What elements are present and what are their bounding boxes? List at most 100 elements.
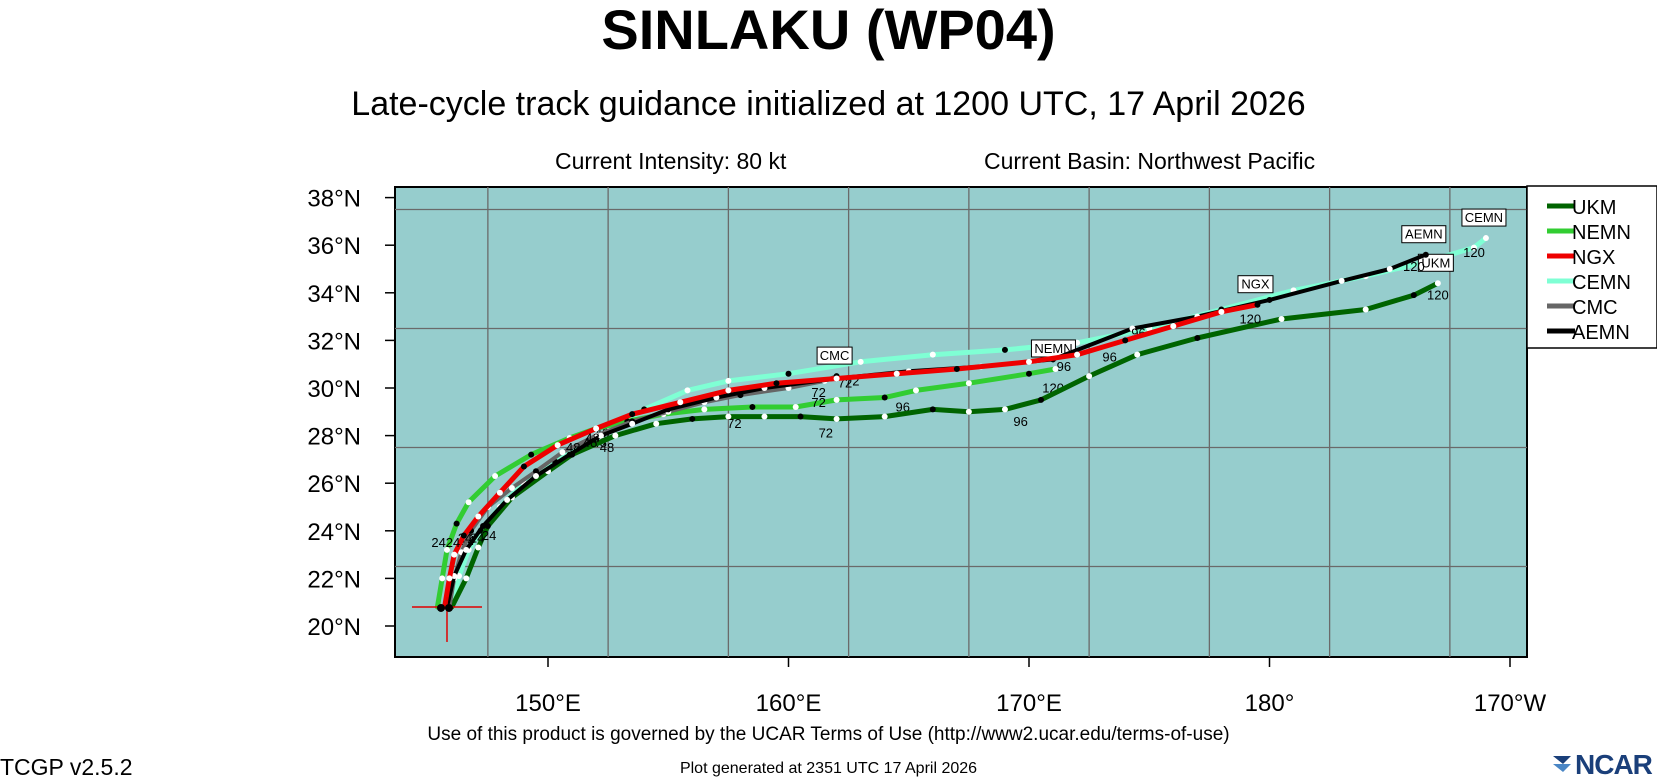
track-point (725, 387, 732, 394)
track-point (1482, 235, 1489, 242)
track-point (1386, 266, 1393, 272)
legend-box (1526, 185, 1657, 349)
lat-tick-label: 26°N (307, 471, 361, 498)
track-point (1001, 406, 1008, 413)
track-point (653, 420, 660, 427)
track-end-label-box (1401, 225, 1447, 244)
lon-tick-label: 180° (1245, 690, 1295, 717)
track-point (593, 425, 600, 432)
forecast-hour-label: 48 (566, 440, 580, 455)
track-point (559, 449, 566, 456)
track-point (1362, 306, 1369, 313)
legend-label-cmc: CMC (1572, 297, 1618, 319)
track-point (443, 546, 450, 553)
lat-tick-label: 20°N (307, 614, 361, 641)
lon-tick-label: 170°W (1474, 690, 1547, 717)
track-point (725, 377, 732, 384)
lon-tick-label: 150°E (515, 690, 581, 717)
track-point (1134, 351, 1141, 358)
track-end-label-box (816, 346, 853, 365)
forecast-hour-label: 96 (1102, 350, 1116, 365)
track-point (504, 496, 511, 503)
forecast-hour-label: 72 (811, 385, 825, 400)
lat-tick-label: 36°N (307, 233, 361, 260)
track-point (965, 408, 972, 415)
track-point (689, 415, 696, 422)
track-point (1129, 325, 1136, 332)
track-point (893, 370, 900, 377)
track-point (456, 573, 463, 580)
forecast-hour-label: 120 (1427, 288, 1449, 303)
forecast-hour-label: 48 (585, 430, 599, 445)
track-point (761, 413, 768, 420)
lat-tick-label: 32°N (307, 328, 361, 355)
track-point (1038, 396, 1045, 403)
track-point (453, 520, 460, 527)
forecast-hour-label: 24 (431, 535, 445, 550)
track-point (446, 575, 453, 582)
ncar-logo: NCAR (1575, 749, 1653, 780)
storm-position-dot (436, 603, 445, 612)
track-point (965, 380, 972, 387)
legend-label-cemn: CEMN (1572, 272, 1631, 294)
track-point (1026, 358, 1032, 365)
track-point (480, 523, 487, 530)
forecast-hour-label: 72 (727, 416, 741, 431)
track-point (439, 575, 446, 582)
track-point (1086, 373, 1093, 380)
track-point (566, 451, 573, 458)
legend: UKM NEMN NGX CEMN CMC AEMN (1526, 185, 1657, 349)
track-point (881, 394, 888, 401)
version-label: TCGP v2.5.2 (0, 754, 133, 780)
ncar-logo-icon (1553, 756, 1571, 772)
track-end-label-box (1417, 253, 1454, 272)
track-point (520, 463, 527, 470)
track-point (554, 442, 561, 449)
model-tracks: 24 48 72 96 120 CEMN 24 48 72 96 120 NEMN 24 48 72 96 12… (431, 208, 1507, 610)
track-point (1170, 323, 1177, 330)
lat-tick-label: 38°N (307, 186, 361, 213)
track-point (532, 473, 539, 480)
track-point (833, 396, 840, 403)
track-end-label-box (1461, 208, 1507, 227)
track-point (475, 544, 482, 551)
track-point (929, 351, 936, 358)
track-point (833, 375, 840, 382)
track-end-label: CMC (820, 348, 850, 363)
legend-label-ukm: UKM (1572, 197, 1616, 219)
track-point (785, 370, 792, 377)
track-point (1001, 346, 1008, 353)
forecast-hour-label: 120 (1239, 311, 1261, 326)
track-end-label-box (1237, 275, 1274, 294)
track-end-label: UKM (1421, 255, 1450, 270)
track-line (442, 302, 1260, 610)
track-point (792, 404, 799, 411)
track-point (508, 484, 515, 491)
track-point (1470, 244, 1477, 251)
map-panel (394, 186, 1528, 658)
track-point (1218, 308, 1225, 315)
track-point (929, 406, 936, 413)
track-point (460, 532, 467, 539)
track-point (725, 413, 732, 420)
forecast-hour-label: 24 (446, 535, 460, 550)
lon-tick-label: 160°E (756, 690, 822, 717)
track-point (1434, 280, 1441, 287)
track-point (496, 489, 503, 496)
track-point (749, 404, 756, 411)
forecast-hour-label: 120 (1463, 245, 1485, 260)
track-point (701, 406, 708, 413)
track-point (833, 415, 840, 422)
track-point (797, 413, 804, 420)
track-point (463, 546, 470, 553)
track-end-label: CEMN (1465, 210, 1503, 225)
track-point (1254, 301, 1261, 308)
track-end-label: AEMN (1405, 227, 1443, 242)
track-point (629, 411, 636, 418)
forecast-hour-label: 120 (1403, 259, 1425, 274)
forecast-hour-label: 24 (482, 528, 496, 543)
track-ngx: 24 48 72 96 120 NGX (442, 275, 1274, 610)
axis-ticks: 150°E 160°E 170°E 180° 170°W 38°N 36°N 34°N 32°N… (307, 186, 1546, 717)
forecast-hour-label: 96 (1013, 414, 1027, 429)
